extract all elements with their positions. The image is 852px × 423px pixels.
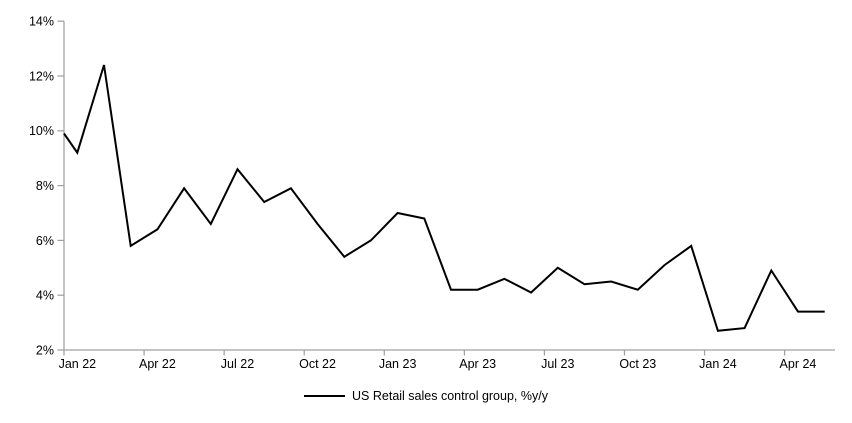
series-line-us-retail-sales-control-group [63, 64, 825, 332]
legend-label: US Retail sales control group, %y/y [352, 389, 548, 403]
y-tick-label: 4% [36, 289, 54, 303]
x-tick-label: Jan 23 [379, 357, 417, 371]
x-tick-label: Oct 23 [619, 357, 656, 371]
x-tick-label: Apr 22 [139, 357, 176, 371]
x-tick-label: Oct 22 [299, 357, 336, 371]
y-tick-label: 8% [36, 179, 54, 193]
x-tick-label: Jan 22 [59, 357, 97, 371]
x-tick-label: Jan 24 [699, 357, 737, 371]
x-tick-label: Jul 23 [541, 357, 574, 371]
y-tick-label: 2% [36, 343, 54, 357]
chart-legend: US Retail sales control group, %y/y [0, 389, 852, 403]
x-tick-label: Jul 22 [221, 357, 254, 371]
x-tick-label: Apr 24 [780, 357, 817, 371]
y-tick-label: 14% [29, 15, 54, 29]
y-tick-label: 10% [29, 124, 54, 138]
legend-line-sample [304, 395, 346, 397]
x-tick-label: Apr 23 [459, 357, 496, 371]
y-tick-label: 12% [29, 69, 54, 83]
y-tick-label: 6% [36, 234, 54, 248]
